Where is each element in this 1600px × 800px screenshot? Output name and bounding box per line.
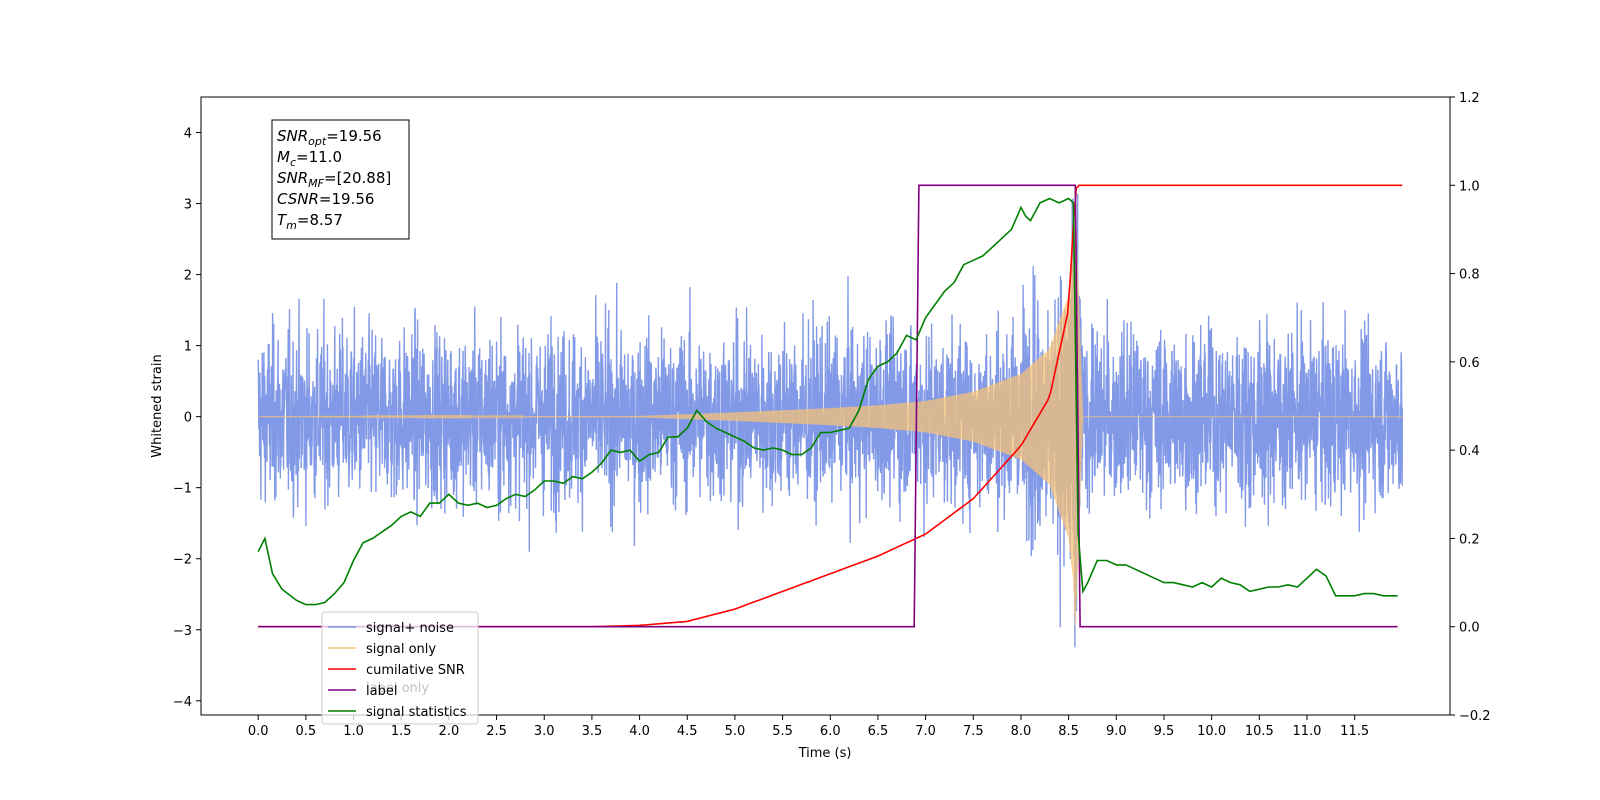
x-tick-label: 2.5 — [486, 724, 507, 739]
y-axis-right: 1.2 1.0 0.8 0.6 0.4 0.2 0.0 −0.2 — [1450, 91, 1491, 724]
y-left-tick-label: 2 — [184, 269, 192, 284]
info-line: SNRopt=19.56 — [277, 127, 382, 148]
y-left-tick-label: 4 — [184, 127, 192, 142]
series-signal-only-line — [258, 205, 1403, 626]
legend-label: signal only — [366, 642, 436, 657]
x-tick-label: 0.0 — [248, 724, 269, 739]
x-tick-label: 7.0 — [915, 724, 936, 739]
series-signal-noise-line — [257, 193, 1403, 648]
y-left-tick-label: 3 — [184, 198, 192, 213]
x-axis-label: Time (s) — [798, 746, 852, 761]
x-tick-label: 3.0 — [534, 724, 555, 739]
y-right-tick-label: −0.2 — [1459, 709, 1491, 724]
y-right-tick-label: 0.2 — [1459, 532, 1480, 547]
x-axis: 0.0 0.5 1.0 1.5 2.0 2.5 3.0 3.5 4.0 4.5 5.0 5.5 6.0 6… — [248, 715, 1369, 739]
legend-label: signal+ noise — [366, 621, 454, 636]
y-left-tick-label: −1 — [173, 482, 192, 497]
x-tick-label: 9.5 — [1154, 724, 1175, 739]
x-tick-label: 9.0 — [1106, 724, 1127, 739]
info-line: Tm=8.57 — [277, 211, 343, 232]
legend-label: cumilative SNR — [366, 663, 465, 678]
x-tick-label: 5.0 — [725, 724, 746, 739]
x-tick-label: 10.5 — [1245, 724, 1274, 739]
info-annotation-box: SNRopt=19.56Mc=11.0SNRMF=[20.88]CSNR=19.… — [271, 119, 410, 240]
x-tick-label: 8.0 — [1011, 724, 1032, 739]
x-tick-label: 7.5 — [963, 724, 984, 739]
y-axis-left: 4 3 2 1 0 −1 −2 −3 −4 — [173, 127, 201, 710]
plot-frame — [200, 96, 1451, 716]
x-tick-label: 4.0 — [629, 724, 650, 739]
x-tick-label: 6.0 — [820, 724, 841, 739]
x-tick-label: 5.5 — [772, 724, 793, 739]
y-left-tick-label: 0 — [184, 411, 192, 426]
info-line: CSNR=19.56 — [277, 190, 374, 208]
y-right-tick-label: 1.0 — [1459, 179, 1480, 194]
x-tick-label: 1.5 — [391, 724, 412, 739]
x-tick-label: 3.5 — [582, 724, 603, 739]
y-left-tick-label: −2 — [173, 553, 192, 568]
x-tick-label: 2.0 — [439, 724, 460, 739]
legend-label: signal statistics — [366, 705, 467, 720]
x-tick-label: 10.0 — [1197, 724, 1226, 739]
x-tick-label: 0.5 — [296, 724, 317, 739]
x-tick-label: 1.0 — [343, 724, 364, 739]
info-box-frame — [271, 119, 410, 240]
x-tick-label: 11.5 — [1340, 724, 1369, 739]
y-right-tick-label: 0.8 — [1459, 268, 1480, 283]
y-right-tick-label: 1.2 — [1459, 91, 1480, 106]
x-tick-label: 8.5 — [1058, 724, 1079, 739]
info-line: Mc=11.0 — [277, 148, 342, 169]
y-right-tick-label: 0.4 — [1459, 444, 1480, 459]
y-left-tick-label: 1 — [184, 340, 192, 355]
x-tick-label: 4.5 — [677, 724, 698, 739]
y-right-tick-label: 0.0 — [1459, 621, 1480, 636]
series-label-line — [258, 184, 1398, 628]
y-axis-label-left: Whitened strain — [150, 354, 165, 457]
legend-frame — [321, 611, 479, 725]
series-signal-statistics-line — [257, 197, 1398, 606]
y-left-tick-label: −4 — [173, 695, 192, 710]
y-left-tick-label: −3 — [173, 624, 192, 639]
x-tick-label: 6.5 — [868, 724, 889, 739]
y-right-tick-label: 0.6 — [1459, 356, 1480, 371]
legend-label: label — [366, 684, 397, 699]
info-line: SNRMF=[20.88] — [277, 169, 391, 190]
x-tick-label: 11.0 — [1293, 724, 1322, 739]
